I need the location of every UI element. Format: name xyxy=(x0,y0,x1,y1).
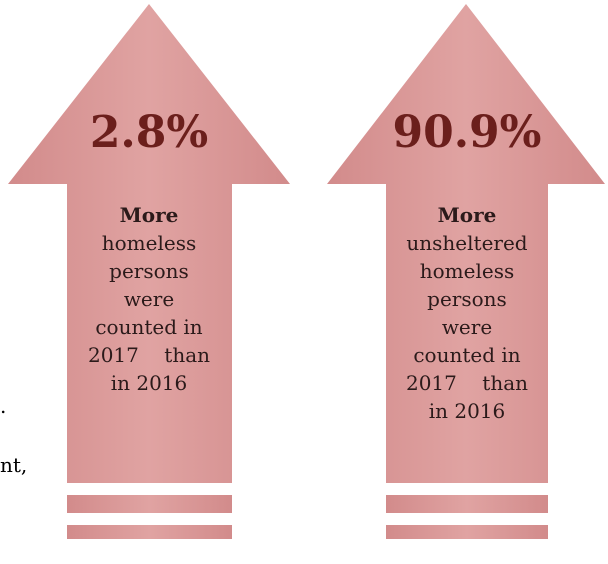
description-right-line: unsheltered xyxy=(406,231,528,255)
description-left-line: were xyxy=(123,287,175,311)
description-left-line: homeless xyxy=(101,231,197,255)
percent-right: 90.9% xyxy=(392,107,542,158)
description-left-line: 2017 than xyxy=(87,343,211,367)
description-right-line: in 2016 xyxy=(428,399,506,423)
description-left-line: counted in xyxy=(95,315,203,339)
up-arrow-left-icon xyxy=(8,4,290,539)
edge-fragment-period: . xyxy=(0,394,7,418)
up-arrow-right-icon xyxy=(327,4,605,539)
description-right-line: 2017 than xyxy=(405,371,529,395)
description-left: More homeless persons were counted in 20… xyxy=(69,201,229,397)
description-left-line: in 2016 xyxy=(110,371,188,395)
description-right-line: counted in xyxy=(413,343,521,367)
description-right-line: persons xyxy=(427,287,507,311)
description-right-line: were xyxy=(441,315,493,339)
description-right-heading: More xyxy=(437,203,497,227)
edge-fragment-text: nt, xyxy=(0,453,28,477)
description-left-line: persons xyxy=(109,259,189,283)
percent-left: 2.8% xyxy=(89,107,209,158)
description-right-line: homeless xyxy=(419,259,515,283)
description-right: More unsheltered homeless persons were c… xyxy=(387,201,547,425)
description-left-heading: More xyxy=(119,203,179,227)
